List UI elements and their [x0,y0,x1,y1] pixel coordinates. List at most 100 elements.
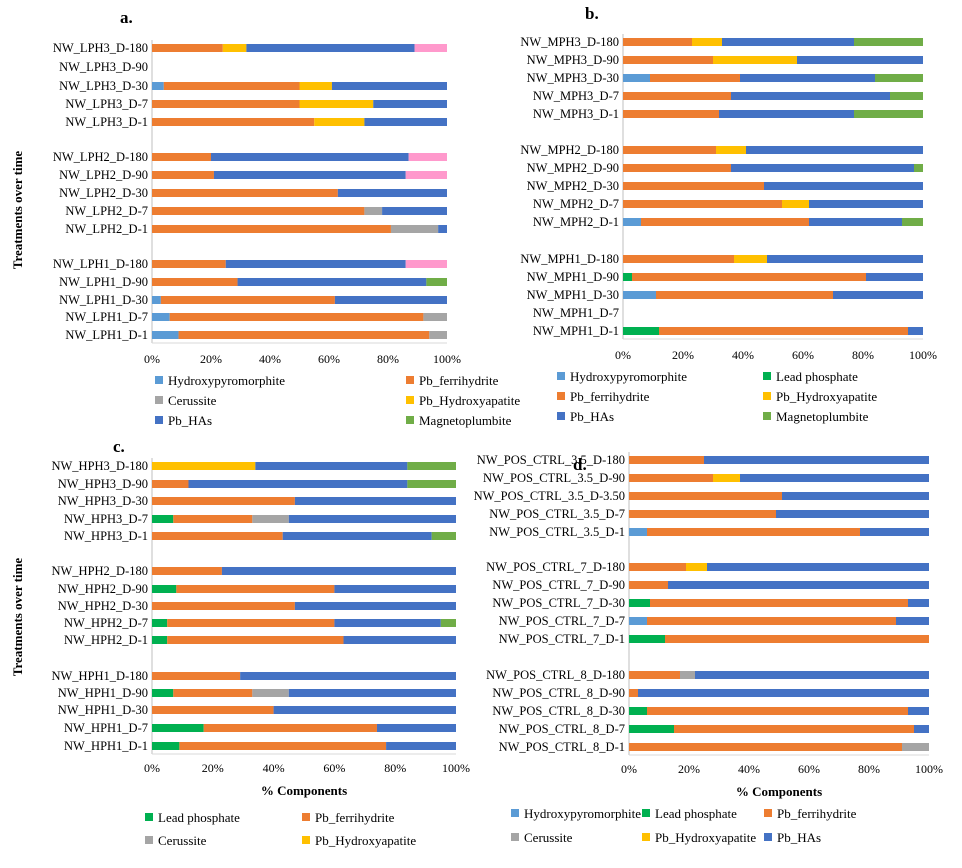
bar-segment [152,100,300,108]
x-tick-label: 40% [259,352,281,366]
bar-segment [629,707,647,715]
bar-segment [647,528,860,536]
bar-segment [152,567,222,575]
bar-segment [692,38,722,46]
bar-segment [334,296,447,304]
legend-label: Hydroxypyromorphite [570,369,687,384]
panel-label: a. [120,8,133,27]
x-tick-label: 80% [852,348,874,362]
bar-segment [390,225,439,233]
category-label: NW_MPH3_D-30 [527,71,619,85]
legend-label: Pb_ferrihydrite [419,373,499,388]
category-label: NW_LPH1_D-30 [59,293,148,307]
legend-swatch [155,396,163,404]
bar-segment [152,742,180,750]
x-tick-label: 40% [732,348,754,362]
x-axis-title: % Components [261,783,347,798]
category-label: NW_POS_CTRL_8_D-90 [492,686,625,700]
bar-segment [382,207,447,215]
bar-segment [623,327,659,335]
bar-segment [152,82,164,90]
bar-segment [668,581,929,589]
category-label: NW_LPH1_D-7 [65,310,148,324]
bar-segment [343,636,456,644]
bar-segment [288,515,456,523]
bar-segment [623,218,641,226]
bar-segment [623,291,656,299]
bar-segment [854,38,923,46]
bar-segment [716,146,746,154]
bar-segment [252,515,289,523]
bar-segment [152,153,211,161]
bar-segment [902,218,923,226]
bar-segment [722,38,854,46]
panel-a: a. NW_LPH3_D-180 NW_LPH3_D-90 NW_LPH3_D-30 N… [10,8,520,428]
bar-segment [650,599,908,607]
bar-segment [731,92,890,100]
bar-segment [152,189,338,197]
bar-segment [908,707,929,715]
bar-segment [167,619,335,627]
x-tick-label: 80% [377,352,399,366]
category-label: NW_HPH3_D-7 [64,512,148,526]
bar-segment [152,225,391,233]
legend-swatch [406,416,414,424]
legend-label: Cerussite [524,830,573,845]
bar-segment [629,474,713,482]
bar-segment [704,456,929,464]
bar-segment [908,599,929,607]
category-label: NW_LPH1_D-90 [59,275,148,289]
category-label: NW_HPH1_D-90 [58,686,148,700]
bar-segment [405,260,447,268]
bar-segment [426,278,447,286]
bar-segment [629,671,680,679]
x-tick-label: 80% [384,761,406,775]
bar-segment [152,585,177,593]
bar-segment [629,743,902,751]
bar-segment [407,480,456,488]
bar-segment [782,492,929,500]
bar-segment [629,635,665,643]
bar-segment [629,599,650,607]
category-label: NW_POS_CTRL_3.5_D-90 [483,471,625,485]
panel-label: d. [573,455,587,474]
category-label: NW_MPH3_D-180 [520,35,619,49]
bar-segment [408,153,447,161]
legend-swatch [145,813,153,821]
category-label: NW_HPH3_D-180 [51,459,148,473]
legend-label: Pb_ferrihydrite [570,389,650,404]
bar-segment [152,497,295,505]
category-label: NW_HPH2_D-90 [58,582,148,596]
bar-segment [152,724,204,732]
bar-segment [707,563,929,571]
bar-segment [405,171,447,179]
category-label: NW_MPH3_D-90 [527,53,619,67]
bar-segment [623,164,731,172]
bar-segment [914,164,923,172]
bar-segment [629,528,647,536]
category-label: NW_HPH1_D-180 [51,669,148,683]
bar-segment [623,92,731,100]
x-tick-label: 100% [433,352,461,366]
category-label: NW_LPH3_D-30 [59,79,148,93]
bar-segment [173,689,253,697]
bar-segment [152,619,168,627]
bar-segment [866,273,923,281]
legend-swatch [155,376,163,384]
bar-segment [160,296,335,304]
bar-segment [188,480,408,488]
bar-segment [152,706,274,714]
category-label: NW_POS_CTRL_7_D-90 [492,578,625,592]
bar-segment [431,532,456,540]
bar-segment [178,331,430,339]
bar-segment [373,100,447,108]
panel-b: b. NW_MPH3_D-180 NW_MPH3_D-90 NW_MPH3_D-30 N… [520,4,937,424]
bar-segment [438,225,447,233]
bar-segment [237,278,427,286]
legend-swatch [557,392,565,400]
bar-segment [896,617,929,625]
bar-segment [713,474,740,482]
y-axis-title: Treatments over time [10,558,25,677]
bar-segment [203,724,377,732]
x-tick-label: 0% [621,762,637,776]
